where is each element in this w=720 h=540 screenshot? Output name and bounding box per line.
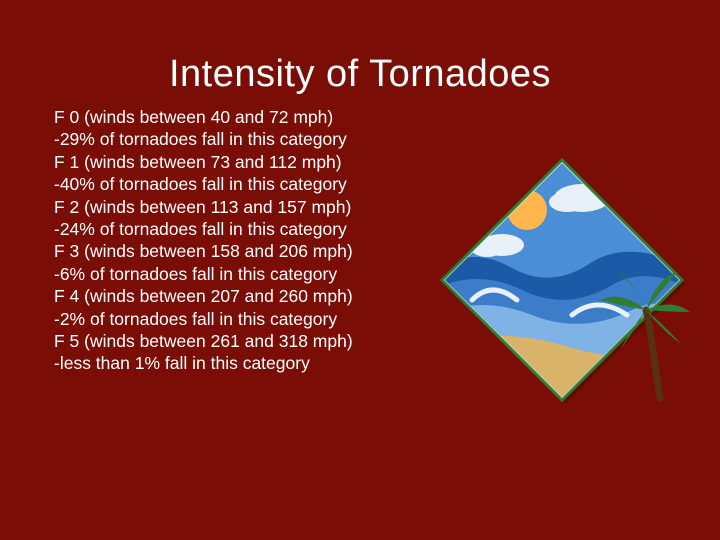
body-text: F 0 (winds between 40 and 72 mph) -29% o… (54, 106, 434, 375)
body-line: -24% of tornadoes fall in this category (54, 218, 434, 240)
body-line: F 1 (winds between 73 and 112 mph) (54, 151, 434, 173)
body-line: -6% of tornadoes fall in this category (54, 263, 434, 285)
body-line: -40% of tornadoes fall in this category (54, 173, 434, 195)
body-line: F 4 (winds between 207 and 260 mph) (54, 285, 434, 307)
body-line: F 2 (winds between 113 and 157 mph) (54, 196, 434, 218)
slide: Intensity of Tornadoes F 0 (winds betwee… (0, 0, 720, 540)
body-line: -less than 1% fall in this category (54, 352, 434, 374)
beach-clipart (432, 150, 692, 410)
slide-title: Intensity of Tornadoes (0, 53, 720, 96)
body-line: F 3 (winds between 158 and 206 mph) (54, 240, 434, 262)
body-line: F 5 (winds between 261 and 318 mph) (54, 330, 434, 352)
body-line: -2% of tornadoes fall in this category (54, 308, 434, 330)
body-line: -29% of tornadoes fall in this category (54, 128, 434, 150)
body-line: F 0 (winds between 40 and 72 mph) (54, 106, 434, 128)
